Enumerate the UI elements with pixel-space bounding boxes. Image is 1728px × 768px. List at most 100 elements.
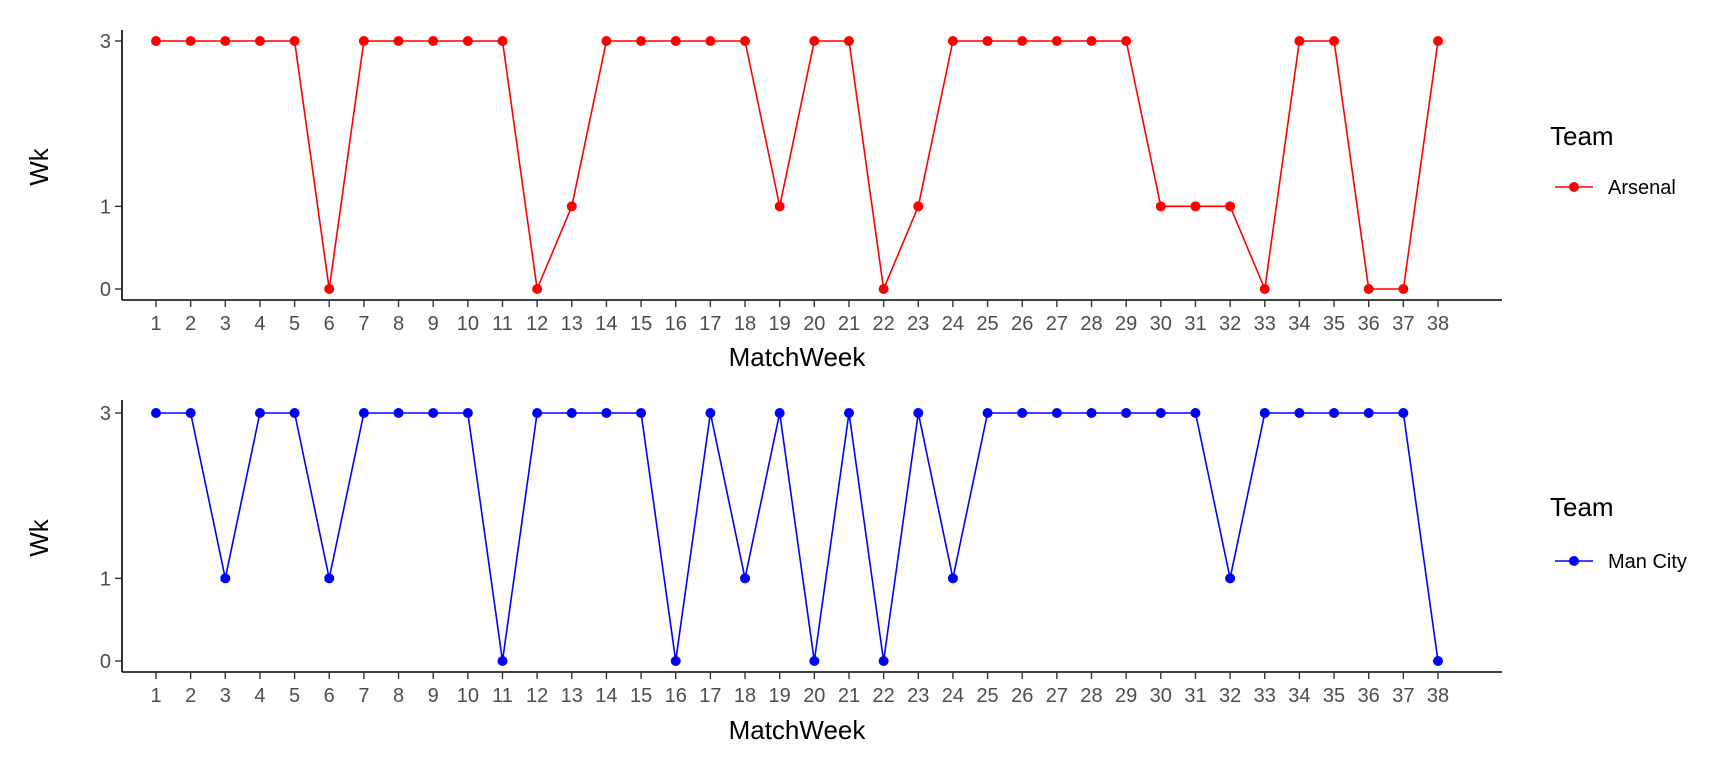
x-tick-label: 14 bbox=[595, 313, 617, 335]
legend-title: Team bbox=[1550, 121, 1614, 151]
x-tick-label: 9 bbox=[428, 685, 439, 707]
data-point bbox=[947, 36, 958, 46]
data-point bbox=[393, 408, 404, 418]
data-point bbox=[1398, 408, 1409, 418]
data-point bbox=[289, 408, 300, 418]
x-tick-label: 13 bbox=[561, 313, 583, 335]
data-point bbox=[947, 573, 958, 584]
x-tick-label: 34 bbox=[1288, 685, 1310, 707]
x-tick-label: 8 bbox=[393, 685, 404, 707]
x-tick-label: 5 bbox=[289, 313, 300, 335]
x-tick-label: 1 bbox=[150, 313, 161, 335]
x-tick-label: 10 bbox=[457, 685, 479, 707]
data-point bbox=[1398, 284, 1409, 294]
series-line bbox=[156, 412, 1439, 662]
data-point bbox=[774, 408, 785, 418]
data-point bbox=[497, 656, 508, 666]
x-tick-label: 36 bbox=[1358, 313, 1380, 335]
x-tick-label: 23 bbox=[907, 685, 929, 707]
data-point bbox=[1225, 573, 1236, 584]
data-point bbox=[982, 36, 993, 46]
data-point bbox=[1086, 408, 1097, 418]
data-point bbox=[740, 573, 751, 584]
data-point bbox=[740, 36, 751, 46]
data-point bbox=[809, 656, 820, 666]
series-line bbox=[156, 40, 1439, 290]
data-point bbox=[705, 36, 716, 46]
x-tick-label: 28 bbox=[1080, 685, 1102, 707]
data-point bbox=[324, 284, 335, 294]
x-tick-label: 6 bbox=[324, 313, 335, 335]
x-tick-label: 20 bbox=[803, 313, 825, 335]
x-tick-label: 37 bbox=[1392, 685, 1414, 707]
data-point bbox=[185, 36, 196, 46]
data-point bbox=[1051, 408, 1062, 418]
x-tick-label: 36 bbox=[1358, 685, 1380, 707]
data-point bbox=[1121, 408, 1132, 418]
x-tick-label: 37 bbox=[1392, 313, 1414, 335]
data-point bbox=[601, 408, 612, 418]
data-point bbox=[151, 408, 161, 418]
data-point bbox=[1433, 36, 1443, 46]
x-tick-label: 33 bbox=[1254, 685, 1276, 707]
data-point bbox=[566, 201, 577, 212]
legend-label: Arsenal bbox=[1608, 177, 1676, 199]
y-tick-label: 3 bbox=[100, 403, 111, 425]
data-point bbox=[636, 408, 647, 418]
legend-title: Team bbox=[1550, 492, 1614, 522]
data-point bbox=[220, 573, 231, 584]
x-axis-title: MatchWeek bbox=[729, 342, 867, 372]
x-tick-label: 33 bbox=[1254, 313, 1276, 335]
x-axis-title: MatchWeek bbox=[729, 715, 867, 745]
data-point bbox=[636, 36, 647, 46]
data-point bbox=[220, 36, 231, 46]
y-tick-label: 0 bbox=[100, 651, 111, 673]
data-point bbox=[1363, 408, 1374, 418]
x-tick-label: 3 bbox=[220, 685, 231, 707]
x-tick-label: 34 bbox=[1288, 313, 1310, 335]
data-point bbox=[289, 36, 300, 46]
x-tick-label: 10 bbox=[457, 313, 479, 335]
x-tick-label: 18 bbox=[734, 685, 756, 707]
data-point bbox=[1086, 36, 1097, 46]
data-point bbox=[428, 36, 439, 46]
x-tick-label: 22 bbox=[872, 685, 894, 707]
x-tick-label: 30 bbox=[1150, 685, 1172, 707]
x-tick-label: 3 bbox=[220, 313, 231, 335]
data-point bbox=[1190, 201, 1201, 212]
data-point bbox=[1259, 408, 1270, 418]
data-point bbox=[1121, 36, 1132, 46]
data-point bbox=[843, 408, 854, 418]
data-point bbox=[1294, 36, 1305, 46]
x-tick-label: 11 bbox=[492, 685, 513, 707]
y-axis-title: Wk bbox=[24, 518, 54, 557]
y-axis-title: Wk bbox=[24, 147, 54, 186]
data-point bbox=[878, 284, 889, 294]
data-point bbox=[1155, 201, 1166, 212]
y-tick-label: 1 bbox=[100, 196, 111, 218]
x-tick-label: 16 bbox=[665, 685, 687, 707]
x-tick-label: 23 bbox=[907, 313, 929, 335]
x-tick-label: 18 bbox=[734, 313, 756, 335]
data-point bbox=[1051, 36, 1062, 46]
data-point bbox=[1190, 408, 1201, 418]
data-point bbox=[809, 36, 820, 46]
x-tick-label: 21 bbox=[838, 313, 860, 335]
x-tick-label: 32 bbox=[1219, 685, 1241, 707]
x-tick-label: 27 bbox=[1046, 313, 1068, 335]
x-tick-label: 35 bbox=[1323, 313, 1345, 335]
data-point bbox=[151, 36, 161, 46]
x-tick-label: 27 bbox=[1046, 685, 1068, 707]
data-point bbox=[254, 408, 265, 418]
data-point bbox=[843, 36, 854, 46]
x-tick-label: 16 bbox=[665, 313, 687, 335]
x-tick-label: 15 bbox=[630, 313, 652, 335]
data-point bbox=[670, 36, 681, 46]
x-tick-label: 17 bbox=[699, 685, 721, 707]
data-point bbox=[1155, 408, 1166, 418]
x-tick-label: 35 bbox=[1323, 685, 1345, 707]
data-point bbox=[982, 408, 993, 418]
x-tick-label: 6 bbox=[324, 685, 335, 707]
data-point bbox=[254, 36, 265, 46]
